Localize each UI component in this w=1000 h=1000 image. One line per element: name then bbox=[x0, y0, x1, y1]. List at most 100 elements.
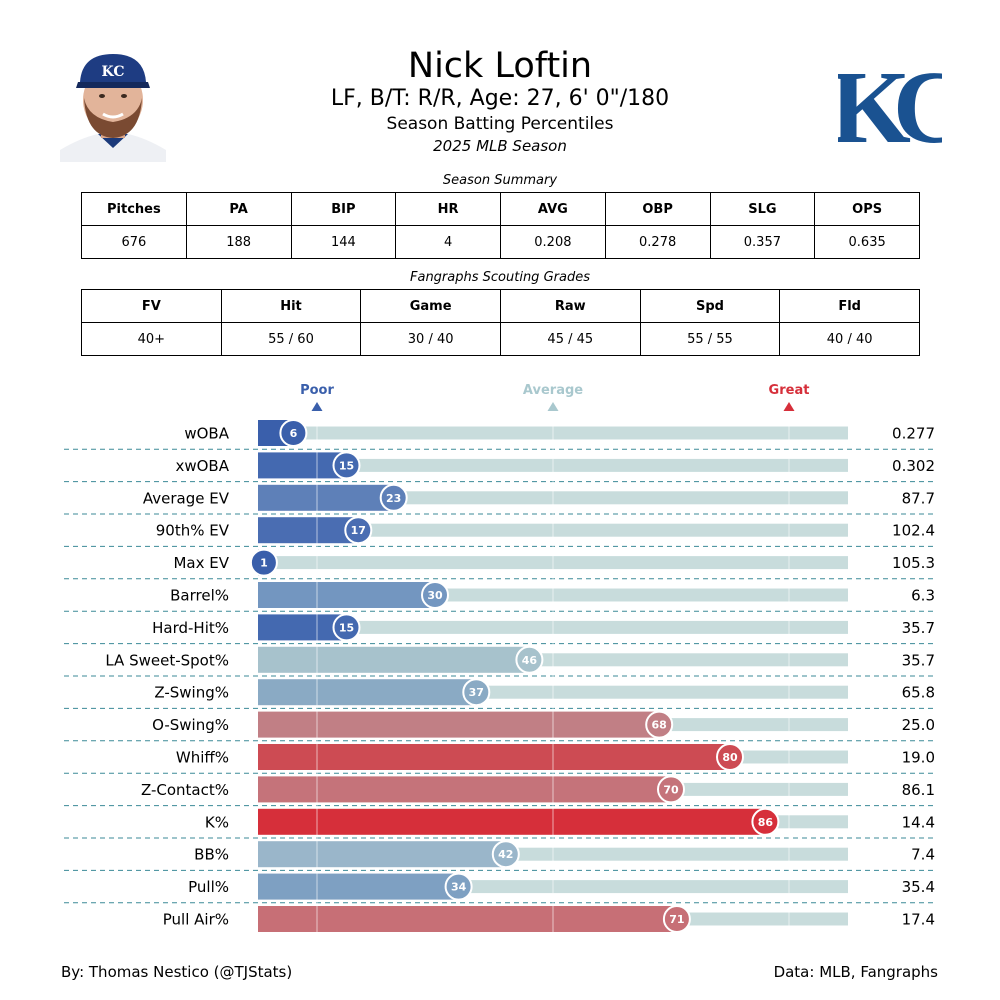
stat-value-14: 35.4 bbox=[902, 878, 935, 896]
stat-value-1: 0.302 bbox=[892, 457, 935, 475]
percentile-bar-14 bbox=[258, 873, 459, 900]
metric-label-12: K% bbox=[205, 813, 229, 831]
scouting-value-raw: 45 / 45 bbox=[499, 322, 641, 356]
summary-header-hr: HR bbox=[395, 192, 501, 226]
summary-header-pa: PA bbox=[185, 192, 292, 226]
percentile-label-8: 37 bbox=[469, 686, 484, 699]
stat-value-7: 35.7 bbox=[902, 651, 935, 669]
summary-table-title: Season Summary bbox=[442, 173, 558, 188]
scouting-value-fld: 40 / 40 bbox=[779, 322, 920, 356]
summary-table: Pitches PA BIP HR AVG OBP SLG OPS 676 18… bbox=[81, 192, 920, 259]
percentile-marker-10 bbox=[716, 743, 744, 771]
stat-value-10: 19.0 bbox=[902, 749, 935, 767]
metric-label-3: 90th% EV bbox=[156, 522, 230, 540]
stat-value-9: 25.0 bbox=[902, 716, 935, 734]
legend-great-marker bbox=[783, 402, 795, 411]
scouting-value-row: 40+ 55 / 60 30 / 40 45 / 45 55 / 55 40 /… bbox=[81, 322, 920, 356]
percentile-marker-12 bbox=[751, 807, 780, 836]
percentile-marker-2 bbox=[379, 483, 408, 512]
percentile-bar-12 bbox=[258, 808, 766, 835]
chart-subtitle: Season Batting Percentiles bbox=[386, 114, 614, 134]
summary-header-slg: SLG bbox=[709, 192, 816, 226]
percentile-bar-6 bbox=[258, 614, 347, 641]
percentile-marker-4 bbox=[249, 548, 278, 577]
percentile-marker-13 bbox=[491, 840, 520, 869]
summary-header-pitches: Pitches bbox=[81, 192, 187, 226]
percentile-marker-15 bbox=[662, 905, 691, 933]
scouting-table-title: Fangraphs Scouting Grades bbox=[410, 270, 590, 285]
summary-value-row: 676 188 144 4 0.208 0.278 0.357 0.635 bbox=[81, 225, 920, 259]
scouting-value-game: 30 / 40 bbox=[360, 322, 501, 356]
legend-poor-label: Poor bbox=[300, 383, 334, 398]
percentile-label-6: 15 bbox=[339, 621, 354, 634]
summary-value-obp: 0.278 bbox=[604, 225, 711, 259]
metric-label-5: Barrel% bbox=[170, 587, 229, 605]
metric-label-6: Hard-Hit% bbox=[152, 619, 229, 637]
summary-header-row: Pitches PA BIP HR AVG OBP SLG OPS bbox=[81, 192, 920, 226]
percentile-label-5: 30 bbox=[427, 589, 443, 602]
percentile-bar-7 bbox=[258, 646, 530, 673]
stat-value-2: 87.7 bbox=[902, 489, 935, 507]
stat-value-6: 35.7 bbox=[902, 619, 935, 637]
footer-credit: By: Thomas Nestico (@TJStats) bbox=[61, 963, 293, 981]
summary-header-obp: OBP bbox=[604, 192, 711, 226]
metric-label-11: Z-Contact% bbox=[141, 781, 229, 799]
metric-label-13: BB% bbox=[194, 846, 229, 864]
percentile-marker-5 bbox=[421, 581, 449, 609]
metric-label-14: Pull% bbox=[188, 878, 229, 896]
percentile-bar-10 bbox=[258, 744, 730, 770]
player-bio: LF, B/T: R/R, Age: 27, 6' 0"/180 bbox=[330, 86, 670, 111]
percentile-marker-11 bbox=[657, 775, 685, 804]
scouting-table: FV Hit Game Raw Spd Fld 40+ 55 / 60 30 /… bbox=[81, 289, 920, 356]
scouting-header-row: FV Hit Game Raw Spd Fld bbox=[81, 289, 920, 323]
cap-logo: KC bbox=[102, 64, 125, 80]
season-label: 2025 MLB Season bbox=[433, 137, 567, 155]
percentile-label-2: 23 bbox=[386, 492, 401, 505]
percentile-bar-3 bbox=[258, 517, 359, 544]
metric-label-15: Pull Air% bbox=[163, 911, 229, 929]
percentile-marker-3 bbox=[344, 516, 373, 545]
metric-label-8: Z-Swing% bbox=[154, 684, 229, 702]
stat-value-0: 0.277 bbox=[892, 425, 935, 443]
player-name: Nick Loftin bbox=[407, 46, 593, 86]
scouting-header-spd: Spd bbox=[639, 289, 781, 323]
scouting-header-fv: FV bbox=[81, 289, 222, 323]
stat-value-15: 17.4 bbox=[902, 911, 935, 929]
summary-header-avg: AVG bbox=[500, 192, 606, 226]
scouting-value-spd: 55 / 55 bbox=[639, 322, 781, 356]
percentile-label-7: 46 bbox=[522, 654, 538, 667]
percentile-bar-11 bbox=[258, 776, 671, 803]
summary-value-ops: 0.635 bbox=[814, 225, 920, 259]
percentile-label-0: 6 bbox=[290, 427, 298, 440]
percentile-marker-9 bbox=[645, 710, 674, 739]
scouting-value-hit: 55 / 60 bbox=[220, 322, 362, 356]
percentile-marker-8 bbox=[462, 678, 491, 707]
percentile-label-4: 1 bbox=[260, 557, 268, 570]
percentile-marker-7 bbox=[515, 645, 544, 674]
percentile-marker-1 bbox=[332, 451, 361, 480]
legend-poor-marker bbox=[311, 402, 323, 411]
metric-label-0: wOBA bbox=[184, 425, 229, 443]
metric-label-10: Whiff% bbox=[176, 749, 229, 767]
stat-value-3: 102.4 bbox=[892, 522, 935, 540]
percentile-bar-13 bbox=[258, 841, 506, 868]
stat-value-8: 65.8 bbox=[902, 684, 935, 702]
stat-value-12: 14.4 bbox=[902, 813, 935, 831]
percentile-bar-5 bbox=[258, 582, 435, 608]
percentile-label-1: 15 bbox=[339, 459, 354, 472]
percentile-label-14: 34 bbox=[451, 881, 467, 894]
stat-value-11: 86.1 bbox=[902, 781, 935, 799]
percentile-marker-0 bbox=[279, 419, 308, 447]
scouting-value-fv: 40+ bbox=[81, 322, 222, 356]
metric-label-1: xwOBA bbox=[175, 457, 229, 475]
summary-value-pitches: 676 bbox=[81, 225, 187, 259]
percentile-marker-14 bbox=[444, 872, 473, 901]
summary-header-ops: OPS bbox=[814, 192, 920, 226]
percentile-label-10: 80 bbox=[722, 751, 738, 764]
scouting-header-fld: Fld bbox=[779, 289, 920, 323]
scouting-header-game: Game bbox=[360, 289, 501, 323]
stat-value-4: 105.3 bbox=[892, 554, 935, 572]
legend-average-marker bbox=[547, 402, 559, 411]
percentile-label-3: 17 bbox=[351, 524, 366, 537]
